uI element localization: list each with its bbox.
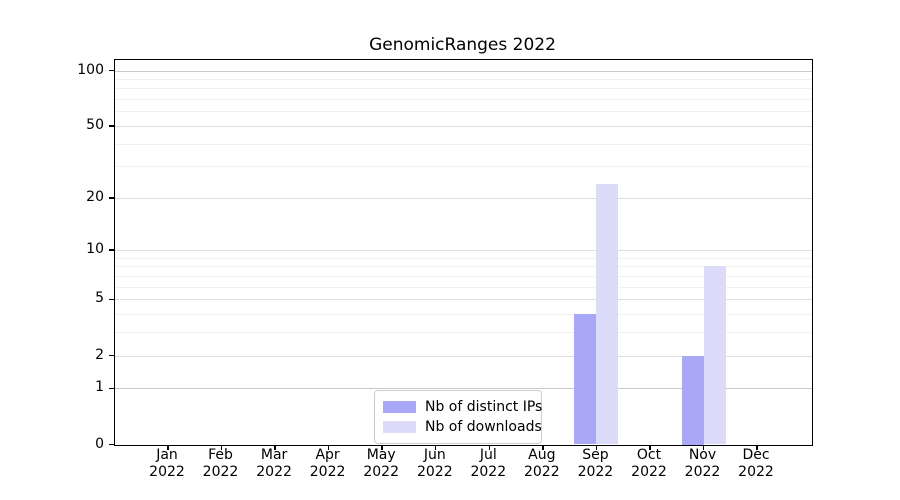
y-tick-mark (109, 69, 114, 72)
x-tick-label: Aug 2022 (523, 447, 560, 480)
x-tick-label: Jun 2022 (416, 447, 453, 480)
x-axis-labels: Jan 2022 Feb 2022 Mar 2022 Apr 2022 May 2022… (114, 447, 811, 487)
y-tick-mark (109, 387, 114, 390)
bar-sep-distinct-ips (574, 314, 597, 445)
gridline (115, 286, 812, 288)
x-tick-label: Dec 2022 (738, 447, 774, 480)
y-tick-label: 1 (95, 379, 104, 396)
gridline (115, 125, 812, 127)
y-tick-mark (109, 125, 114, 127)
x-tick-label: May 2022 (363, 447, 399, 480)
x-tick-mark (702, 445, 705, 450)
plot-area: Nb of distinct IPs Nb of downloads (109, 59, 813, 450)
x-tick-mark (167, 445, 169, 450)
y-tick-mark (109, 298, 114, 301)
x-tick-mark (756, 445, 758, 450)
legend-swatch-distinct-ips (383, 401, 416, 413)
legend-label-downloads: Nb of downloads (425, 419, 542, 435)
gridline (115, 332, 812, 334)
gridline (115, 111, 812, 113)
gridline (115, 88, 812, 90)
gridline (115, 257, 812, 259)
x-tick-label: Jul 2022 (470, 447, 507, 480)
gridline (115, 70, 812, 72)
x-tick-label: Oct 2022 (631, 447, 667, 480)
bar-nov-distinct-ips (681, 355, 704, 445)
y-tick-label: 100 (77, 61, 104, 78)
x-tick-mark (488, 445, 491, 450)
legend-item-distinct-ips: Nb of distinct IPs (383, 397, 542, 417)
y-tick-label: 2 (95, 346, 104, 363)
legend-swatch-downloads (383, 421, 416, 433)
x-tick-mark (327, 445, 330, 450)
x-tick-mark (434, 445, 437, 450)
gridline (115, 388, 812, 390)
y-tick-label: 5 (95, 290, 104, 307)
y-tick-mark (109, 249, 114, 251)
legend-label-distinct-ips: Nb of distinct IPs (425, 399, 543, 415)
bar-sep-downloads (596, 183, 619, 445)
y-axis-labels: 0 1 2 5 10 20 50 100 (0, 59, 104, 452)
gridline (115, 299, 812, 301)
y-tick-label: 10 (86, 241, 104, 258)
gridline (115, 250, 812, 252)
y-tick-label: 20 (86, 188, 104, 205)
x-tick-label: Nov 2022 (684, 447, 721, 480)
x-tick-label: Feb 2022 (202, 447, 239, 480)
gridline (115, 78, 812, 80)
y-tick-mark (109, 443, 114, 446)
gridline (115, 166, 812, 168)
x-tick-label: Apr 2022 (309, 447, 346, 480)
gridline (115, 266, 812, 268)
y-tick-mark (109, 354, 114, 357)
x-tick-mark (595, 445, 598, 450)
x-tick-label: Sep 2022 (577, 447, 614, 480)
x-tick-mark (381, 445, 383, 450)
gridline (115, 355, 812, 357)
chart-title: GenomicRanges 2022 (369, 35, 556, 55)
x-tick-mark (274, 445, 276, 450)
gridline (115, 197, 812, 199)
legend: Nb of distinct IPs Nb of downloads (374, 390, 542, 444)
x-tick-mark (220, 445, 223, 450)
gridline (115, 276, 812, 277)
y-tick-mark (109, 197, 114, 199)
gridline (115, 143, 812, 145)
x-tick-mark (649, 445, 651, 450)
gridline (115, 99, 812, 101)
legend-item-downloads: Nb of downloads (383, 417, 542, 437)
y-tick-label: 50 (86, 116, 104, 133)
x-tick-label: Jan 2022 (149, 447, 185, 480)
x-tick-label: Mar 2022 (256, 447, 292, 480)
y-tick-label: 0 (95, 435, 104, 452)
x-tick-mark (542, 445, 544, 450)
gridline (115, 314, 812, 316)
bar-nov-downloads (703, 266, 726, 445)
